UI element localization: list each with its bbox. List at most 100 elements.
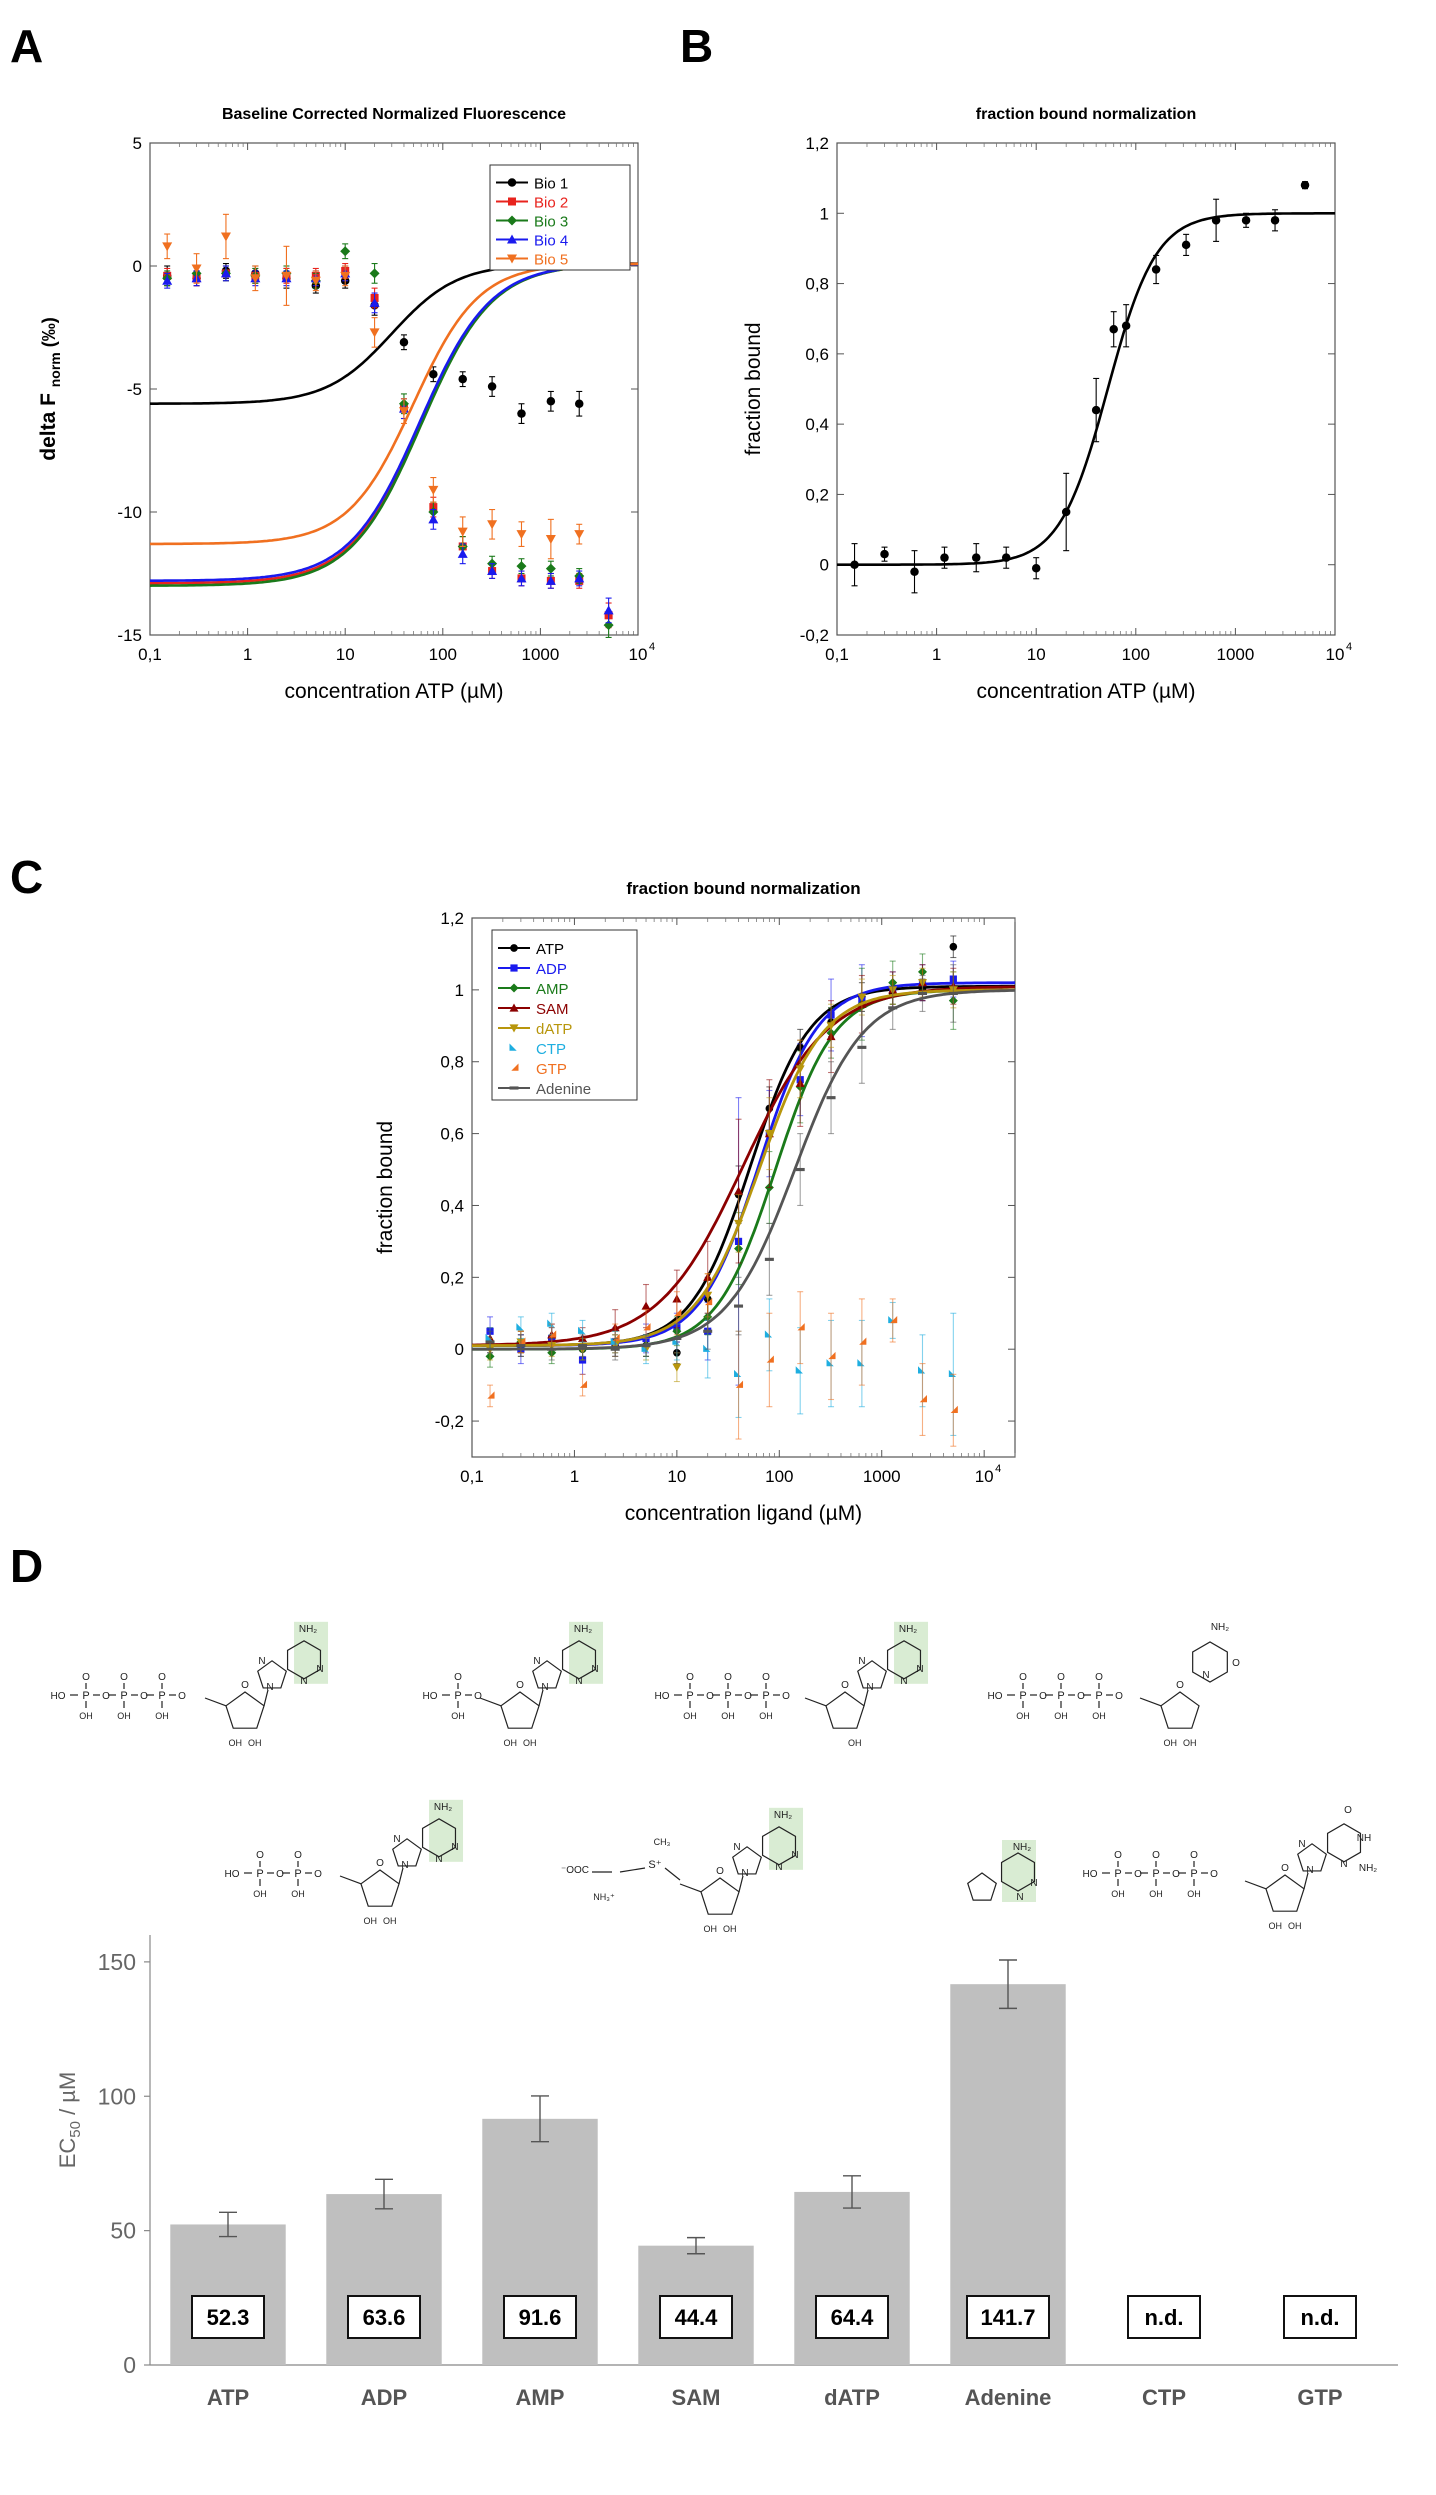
- value-label: 44.4: [675, 2305, 719, 2330]
- data-point-atp: [1211, 216, 1221, 225]
- y-tick-label: 150: [98, 1949, 136, 1975]
- x-tick-label: 100: [1122, 645, 1150, 664]
- x-tick-label: 10: [1027, 645, 1046, 664]
- value-label-box: [1127, 2295, 1201, 2339]
- atom-label-p: P: [1114, 1868, 1121, 1880]
- fit-curve-adenine: [472, 989, 1016, 1351]
- y-tick-label: 1: [455, 981, 464, 1000]
- legend-marker: [509, 1043, 517, 1051]
- fit-curve-datp: [472, 988, 1015, 1347]
- atom-label-p: P: [158, 1690, 165, 1702]
- ring-five: [732, 1846, 762, 1875]
- panel-letter-d: D: [10, 1540, 43, 1592]
- bond: [738, 1875, 744, 1892]
- legend-marker: [507, 254, 517, 264]
- bar-group-adenine: 141.7 Adenine: [950, 1959, 1066, 2410]
- data-point-ctp: [795, 1366, 803, 1374]
- atom-label-nh2: NH₂: [774, 1810, 792, 1821]
- bond: [479, 1697, 502, 1707]
- ring-six: [286, 1640, 322, 1680]
- data-point-adenine: [948, 991, 958, 996]
- data-point-gtp: [735, 1380, 744, 1388]
- data-point-datp: [826, 1022, 836, 1031]
- data-point-adenine: [917, 991, 927, 996]
- bar-group-amp: 91.6 AMP: [482, 2095, 598, 2410]
- atom-label-n: N: [591, 1664, 598, 1675]
- amino-highlight: [894, 1621, 929, 1684]
- ring-five: [1297, 1843, 1327, 1872]
- bond: [664, 1867, 681, 1881]
- data-point-bio-5: [457, 527, 468, 537]
- ring-five: [360, 1869, 400, 1907]
- atom-label-n: N: [266, 1682, 273, 1693]
- atom-label-o: O: [276, 1869, 284, 1880]
- data-point-bio-1: [487, 382, 497, 391]
- atom-label-p: P: [686, 1690, 693, 1702]
- data-point-bio-4: [457, 548, 468, 558]
- chart-title: fraction bound normalization: [976, 106, 1196, 123]
- data-point-bio-3: [545, 563, 556, 574]
- legend-label: GTP: [536, 1061, 567, 1078]
- legend: Bio 1 Bio 2 Bio 3 Bio 4 Bio 5: [489, 164, 631, 271]
- atom-label-o: O: [744, 1691, 752, 1702]
- ring-five: [1160, 1691, 1200, 1729]
- value-label: n.d.: [1144, 2305, 1183, 2330]
- x-tick-exponent: 4: [649, 641, 655, 653]
- legend-label: Adenine: [536, 1081, 591, 1098]
- y-tick-label: 0,8: [440, 1053, 464, 1072]
- data-point-gtp: [859, 1337, 867, 1345]
- y-tick-label: 0: [123, 2352, 136, 2378]
- y-axis-label-unit: / µM: [55, 2072, 80, 2121]
- legend-marker: [509, 1003, 519, 1012]
- data-point-bio-5: [545, 535, 556, 545]
- data-point-atp: [1061, 507, 1071, 517]
- atom-label-o: O: [314, 1869, 322, 1880]
- data-point-gtp: [487, 1391, 495, 1399]
- value-label: n.d.: [1300, 2305, 1339, 2330]
- value-label: 141.7: [980, 2305, 1035, 2330]
- ring-six: [1192, 1641, 1228, 1683]
- y-tick-label: -0,2: [435, 1412, 464, 1431]
- x-axis-label: concentration ligand (µM): [625, 1502, 862, 1525]
- series-bio-1: [150, 262, 638, 424]
- y-tick-label: -0,2: [800, 626, 829, 645]
- legend-label: Bio 4: [534, 233, 568, 250]
- data-point-bio-1: [574, 399, 584, 409]
- value-label: 91.6: [519, 2305, 562, 2330]
- atom-label-oh: OH: [503, 1738, 517, 1748]
- data-point-atp: [1151, 265, 1161, 274]
- category-label: GTP: [1297, 2385, 1342, 2410]
- fit-curve-bio-3: [149, 262, 639, 587]
- bond: [863, 1689, 869, 1706]
- data-point-bio-5: [191, 264, 202, 274]
- category-label: AMP: [516, 2385, 565, 2410]
- atom-label-n: N: [258, 1656, 265, 1667]
- data-point-atp: [1270, 216, 1280, 225]
- atom-label-n: N: [733, 1842, 740, 1853]
- data-point-gtp: [612, 1333, 620, 1342]
- data-point-atp: [949, 942, 958, 951]
- atom-label-s: S⁺: [648, 1859, 661, 1871]
- data-point-bio-5: [220, 232, 231, 242]
- value-label-box: [815, 2295, 889, 2339]
- atom-label-n: N: [300, 1676, 307, 1687]
- data-point-sam: [641, 1301, 651, 1310]
- legend-marker: [507, 178, 517, 187]
- atom-label-n: N: [1202, 1670, 1209, 1681]
- chart-title: Baseline Corrected Normalized Fluorescen…: [222, 106, 566, 123]
- atom-label-n: N: [451, 1842, 458, 1853]
- category-label: Adenine: [965, 2385, 1052, 2410]
- bar-group-datp: 64.4 dATP: [794, 2175, 910, 2410]
- ring-five: [967, 1872, 997, 1901]
- data-point-gtp: [950, 1405, 958, 1413]
- atom-label-oh: OH: [723, 1924, 737, 1934]
- atom-label-n: N: [575, 1676, 582, 1687]
- data-point-bio-1: [546, 397, 556, 406]
- ring-five: [392, 1838, 422, 1867]
- value-label-box: [1283, 2295, 1357, 2339]
- atom-label-o: O: [716, 1866, 724, 1877]
- atom-label-oh: OH: [117, 1711, 131, 1721]
- data-point-bio-5: [162, 242, 173, 252]
- y-tick-label: 0: [133, 257, 142, 276]
- y-axis-label: EC50 / µM: [55, 2072, 84, 2169]
